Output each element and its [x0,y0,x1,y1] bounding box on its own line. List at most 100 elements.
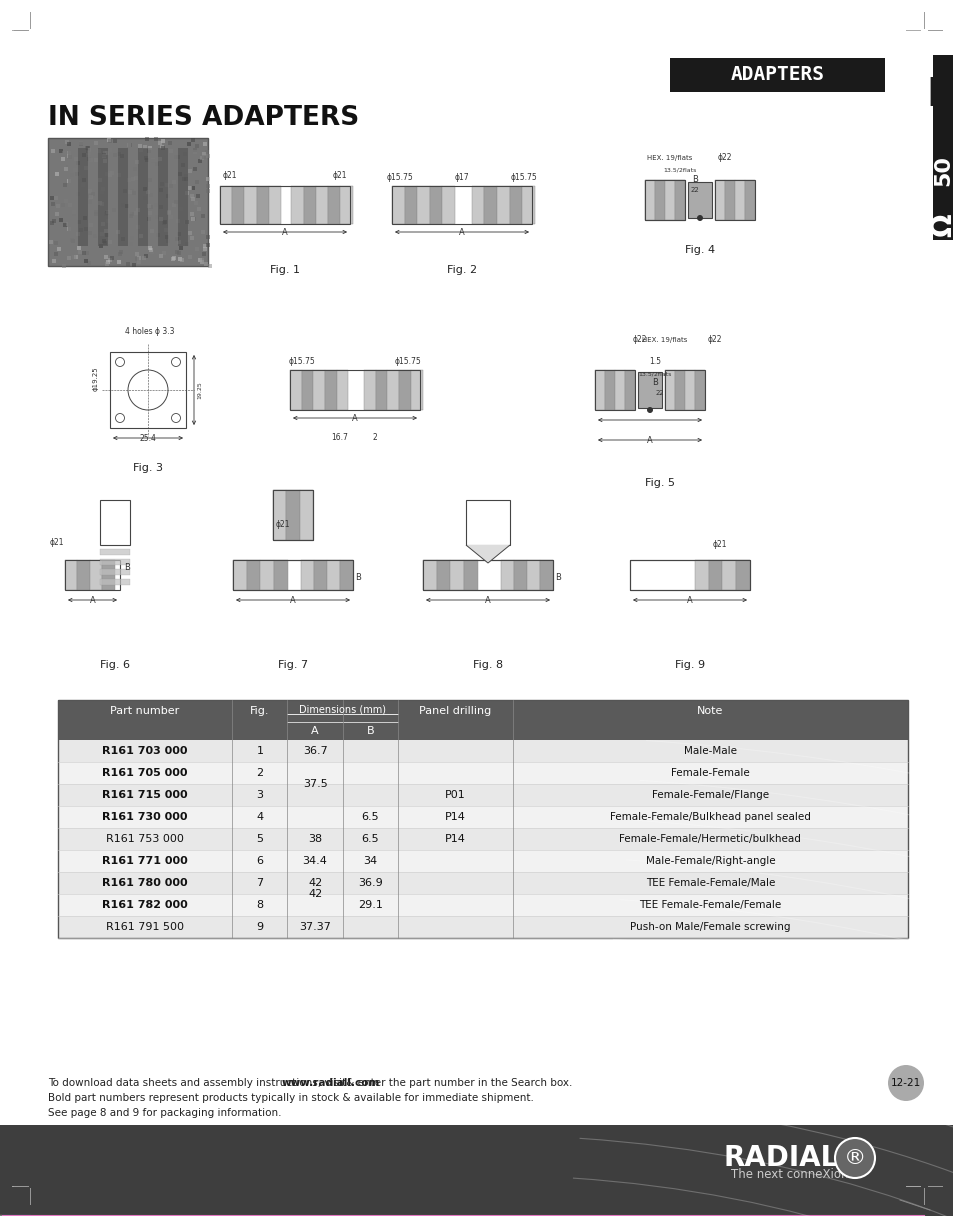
Text: B: B [366,726,374,736]
Bar [411,370,422,410]
Bar [115,230,120,235]
Bar [101,154,106,158]
Text: Dimensions (mm): Dimensions (mm) [299,704,386,714]
Text: 38: 38 [308,834,322,844]
Bar [152,158,155,162]
Text: 19.25: 19.25 [197,381,202,399]
Bar [110,219,114,223]
Bar [92,161,96,164]
Text: 37.5: 37.5 [302,779,327,789]
Bar [168,148,178,246]
Bar [387,370,398,410]
Bar [84,259,88,264]
Bar [174,237,178,241]
Bar [193,147,196,152]
Bar [220,186,350,224]
Text: 3: 3 [256,790,263,800]
Bar [51,219,56,223]
Text: Fig. 9: Fig. 9 [674,660,704,670]
Text: P14: P14 [444,812,465,822]
Bar [203,243,207,248]
Bar [472,186,484,224]
Bar [179,246,183,250]
Bar [736,561,749,590]
Bar [49,241,52,244]
Bar [162,220,167,224]
Bar [145,137,149,141]
Bar [66,165,70,169]
Bar [58,850,907,872]
Bar [644,180,684,220]
Bar [75,192,80,196]
Bar [133,212,138,215]
Bar [108,173,112,176]
Bar [171,257,174,261]
Text: 29.1: 29.1 [357,900,382,910]
Bar [220,186,232,224]
Bar [177,250,181,254]
Text: A: A [485,596,491,606]
Bar [135,257,139,260]
Text: A: A [646,437,652,445]
Bar [0,1013,953,1073]
Bar [127,143,131,147]
Text: A: A [458,229,464,237]
Bar [187,142,191,146]
Bar [147,218,151,221]
Bar [108,216,112,220]
Bar [595,370,604,410]
Bar [178,173,182,176]
Bar [233,561,353,590]
Bar [54,241,58,246]
Bar [89,199,92,203]
Bar [198,258,202,263]
Bar [55,171,59,176]
Text: 13.5/2flats: 13.5/2flats [662,168,696,173]
Text: IN SERIES ADAPTERS: IN SERIES ADAPTERS [48,105,359,131]
Bar [127,178,131,182]
Bar [131,212,134,215]
Bar [100,231,104,236]
Text: 1: 1 [256,745,263,756]
Text: 22: 22 [690,187,699,193]
Bar [695,561,708,590]
Bar [129,242,132,246]
Bar [260,561,274,590]
Bar [192,197,195,201]
Bar [105,210,109,215]
Bar [132,191,135,195]
Bar [82,250,86,255]
Bar [629,561,749,590]
Bar [200,231,205,235]
Bar [154,162,159,167]
Bar [51,150,55,153]
Bar [90,195,93,198]
Text: 16.7: 16.7 [332,433,348,441]
Bar [149,193,152,197]
Text: TEE Female-Female/Male: TEE Female-Female/Male [645,878,774,888]
Bar [154,136,158,141]
Bar [644,180,684,220]
Text: ϕ19.25: ϕ19.25 [92,366,99,392]
Bar [57,247,61,250]
Bar [664,370,675,410]
Text: ϕ21: ϕ21 [50,537,64,547]
Bar [188,255,192,259]
Bar [121,236,125,241]
Text: Fig. 7: Fig. 7 [277,660,308,670]
Bar [146,190,150,193]
Text: R161 771 000: R161 771 000 [102,856,188,866]
Bar [137,255,141,260]
Text: 34: 34 [363,856,377,866]
Bar [150,248,153,252]
Bar [74,157,78,161]
Text: To download data sheets and assembly instructions, visit: To download data sheets and assembly ins… [48,1079,349,1088]
Text: 7: 7 [256,878,263,888]
Bar [93,158,97,162]
Bar [181,163,185,167]
Bar [675,370,684,410]
Bar [65,561,77,590]
Bar [90,561,102,590]
Bar [206,154,211,158]
Bar [81,182,85,186]
